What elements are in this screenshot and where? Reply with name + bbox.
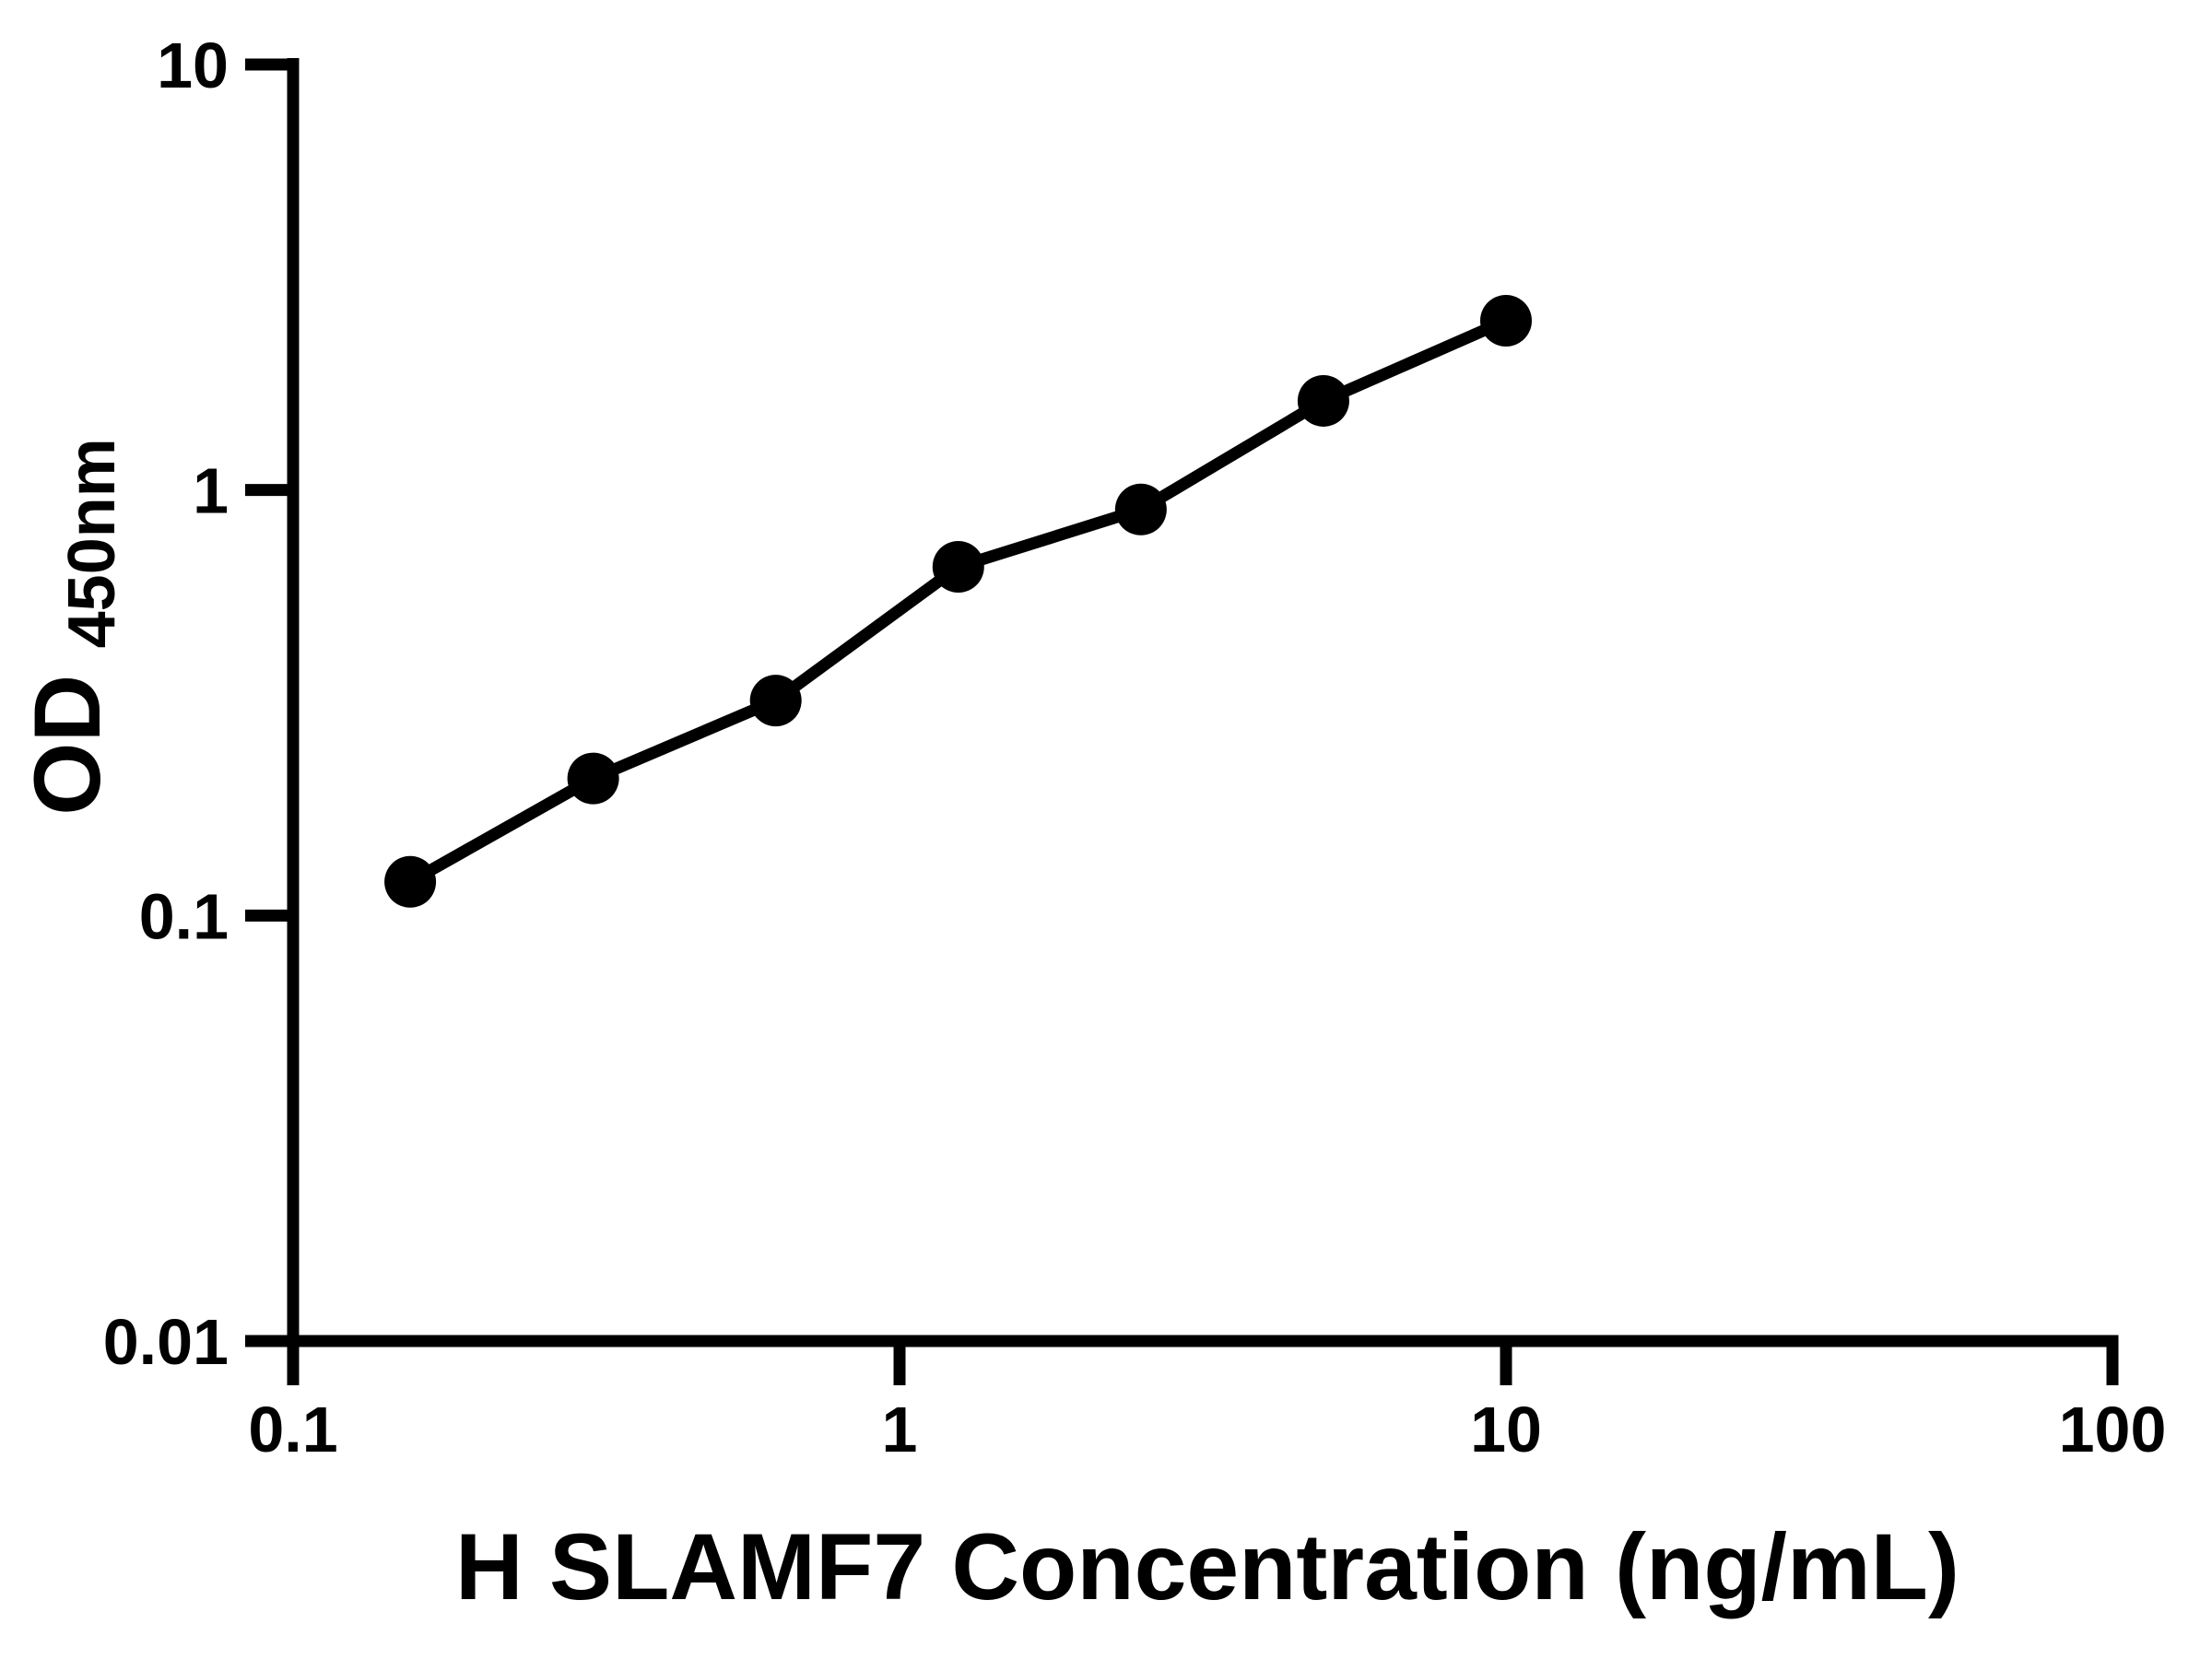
x-tick-label-10: 10 [1470, 1394, 1542, 1465]
data-point-4 [932, 540, 984, 593]
x-tick-label-1: 1 [882, 1394, 918, 1465]
data-point-3 [749, 675, 802, 727]
data-point-5 [1114, 483, 1167, 535]
x-tick-label-0.1: 0.1 [248, 1394, 337, 1465]
x-tick-label-100: 100 [2059, 1394, 2167, 1465]
data-point-6 [1297, 374, 1349, 427]
data-point-2 [567, 752, 619, 805]
y-axis-title-main: OD [15, 675, 120, 816]
y-tick-label-0.1: 0.1 [139, 880, 229, 952]
x-axis-title: H SLAMF7 Concentration (ng/mL) [455, 1514, 1959, 1619]
y-axis-title: OD 450nm [15, 438, 129, 815]
y-axis-title-subscript: 450nm [55, 438, 129, 648]
data-point-7 [1480, 294, 1532, 347]
y-tick-label-1: 1 [193, 455, 229, 527]
y-tick-label-10: 10 [157, 29, 229, 101]
y-tick-label-0.01: 0.01 [103, 1306, 229, 1378]
data-point-1 [384, 855, 437, 908]
